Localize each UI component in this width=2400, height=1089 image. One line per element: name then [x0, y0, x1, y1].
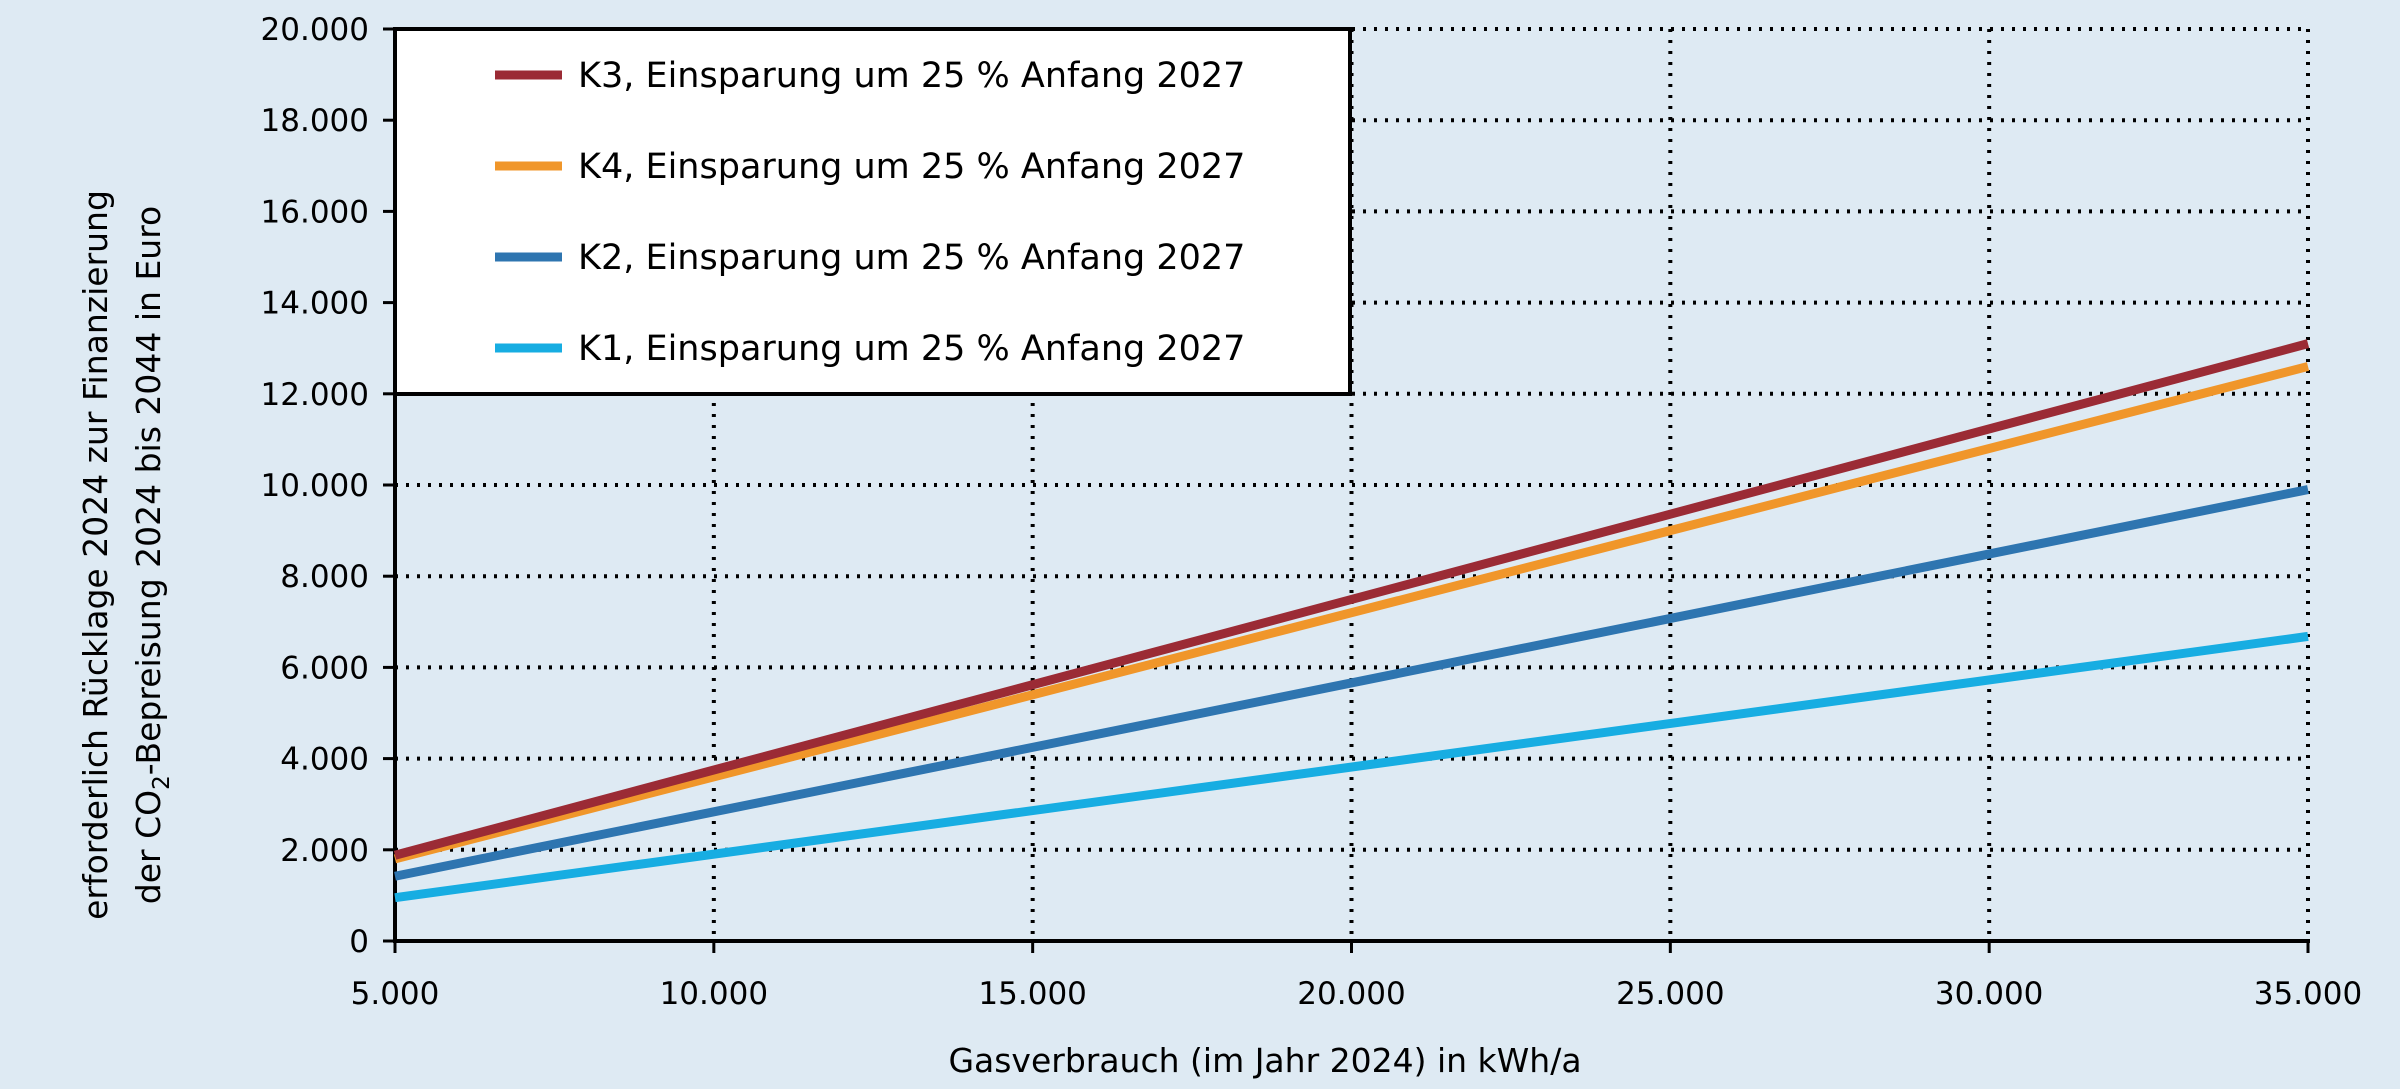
- y-axis-title-line1: erforderlich Rücklage 2024 zur Finanzier…: [76, 190, 115, 920]
- legend-label-k3: K3, Einsparung um 25 % Anfang 2027: [578, 56, 1245, 96]
- y-tick-label-5: 10.000: [261, 468, 369, 504]
- y-tick-label-4: 8.000: [280, 559, 369, 595]
- x-tick-label-1: 10.000: [660, 976, 768, 1012]
- x-tick-label-2: 15.000: [978, 976, 1086, 1012]
- series-lines: [393, 339, 2310, 903]
- y-tick-label-7: 14.000: [261, 286, 369, 322]
- y-tick-label-6: 12.000: [261, 377, 369, 413]
- grid-lines: [395, 27, 2310, 941]
- y-axis-title-line2: der CO2-Bepreisung 2024 bis 2044 in Euro: [129, 206, 175, 904]
- x-tick-label-4: 25.000: [1616, 976, 1724, 1012]
- y-tick-label-0: 0: [349, 924, 369, 960]
- legend-label-k4: K4, Einsparung um 25 % Anfang 2027: [578, 147, 1245, 187]
- y-axis-title-suffix: -Bepreisung 2024 bis 2044 in Euro: [129, 206, 168, 776]
- x-tick-label-5: 30.000: [1935, 976, 2043, 1012]
- x-tick-label-0: 5.000: [351, 976, 440, 1012]
- y-tick-labels: 0 2.000 4.000 6.000 8.000 10.000 12.000 14.000 1…: [261, 12, 369, 960]
- y-tick-label-8: 16.000: [261, 194, 369, 230]
- x-axis-title: Gasverbrauch (im Jahr 2024) in kWh/a: [948, 1041, 1581, 1080]
- series-line-k2: [394, 485, 2309, 881]
- legend-label-k2: K2, Einsparung um 25 % Anfang 2027: [578, 238, 1245, 278]
- y-axis-title-prefix: der CO: [129, 790, 168, 904]
- series-line-k3: [393, 339, 2310, 860]
- y-tick-label-2: 4.000: [280, 742, 369, 778]
- y-axis-title: erforderlich Rücklage 2024 zur Finanzier…: [76, 190, 175, 920]
- series-line-k1: [394, 631, 2309, 903]
- x-tick-label-6: 35.000: [2254, 976, 2362, 1012]
- legend-box: [393, 27, 1352, 396]
- y-tick-label-9: 18.000: [261, 103, 369, 139]
- y-tick-label-3: 6.000: [280, 650, 369, 686]
- x-tick-label-3: 20.000: [1297, 976, 1405, 1012]
- y-axis-title-subscript: 2: [149, 775, 175, 790]
- y-tick-label-10: 20.000: [261, 12, 369, 48]
- y-tick-label-1: 2.000: [280, 833, 369, 869]
- series-line-k4: [393, 362, 2310, 864]
- legend-label-k1: K1, Einsparung um 25 % Anfang 2027: [578, 329, 1245, 369]
- legend: K3, Einsparung um 25 % Anfang 2027 K4, Ei…: [393, 27, 1352, 396]
- x-tick-labels: 5.000 10.000 15.000 20.000 25.000 30.000 35.00…: [351, 976, 2363, 1012]
